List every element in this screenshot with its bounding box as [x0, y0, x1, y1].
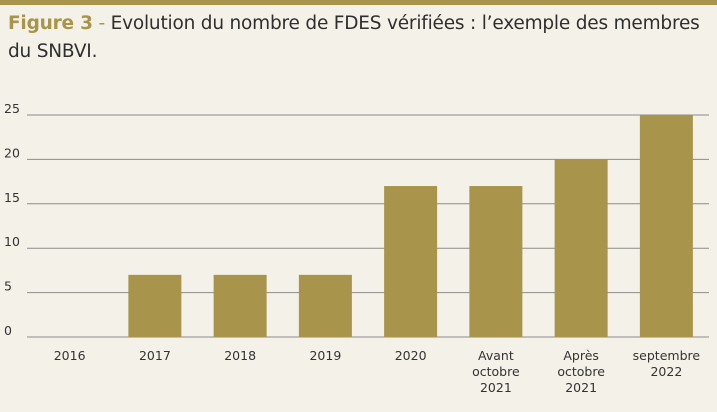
- y-tick-label: 0: [4, 323, 12, 338]
- x-tick-label: Après octobre 2021: [557, 348, 605, 395]
- x-tick-label-line: Après: [563, 348, 599, 363]
- x-tick-label: Avant octobre 2021: [472, 348, 520, 395]
- bar: [298, 274, 352, 337]
- bar: [639, 115, 693, 337]
- x-tick-label-line: 2021: [565, 380, 597, 395]
- x-tick-label: septembre 2022: [633, 348, 701, 379]
- x-tick-label-line: septembre: [633, 348, 701, 363]
- caption-separator: -: [98, 13, 105, 34]
- x-tick-label-line: 2017: [139, 348, 171, 363]
- bar: [469, 186, 523, 337]
- top-accent-rule: [0, 0, 717, 5]
- x-tick-label-line: 2021: [480, 380, 512, 395]
- x-tick-label: 2017: [139, 348, 171, 363]
- bar: [213, 274, 267, 337]
- y-tick-label: 25: [4, 101, 20, 116]
- x-tick-label-line: Avant: [478, 348, 514, 363]
- x-tick-label-line: octobre: [472, 364, 520, 379]
- x-tick-label-line: 2020: [395, 348, 427, 363]
- x-tick-label-line: octobre: [557, 364, 605, 379]
- x-tick-label-line: 2019: [309, 348, 341, 363]
- y-tick-label: 10: [4, 234, 20, 249]
- x-tick-label: 2016: [54, 348, 86, 363]
- bar: [554, 159, 608, 337]
- figure-label: Figure 3: [8, 13, 93, 34]
- caption-text: Evolution du nombre de FDES vérifiées : …: [8, 13, 700, 62]
- x-tick-label: 2020: [395, 348, 427, 363]
- x-tick-label-line: 2022: [650, 364, 682, 379]
- figure-caption: Figure 3 - Evolution du nombre de FDES v…: [8, 10, 708, 66]
- x-tick-label-line: 2018: [224, 348, 256, 363]
- bar: [128, 274, 182, 337]
- x-tick-label: 2018: [224, 348, 256, 363]
- y-tick-label: 5: [4, 279, 12, 294]
- x-tick-label-line: 2016: [54, 348, 86, 363]
- y-tick-label: 15: [4, 190, 20, 205]
- y-tick-label: 20: [4, 145, 20, 160]
- x-tick-label: 2019: [309, 348, 341, 363]
- bar: [384, 186, 438, 337]
